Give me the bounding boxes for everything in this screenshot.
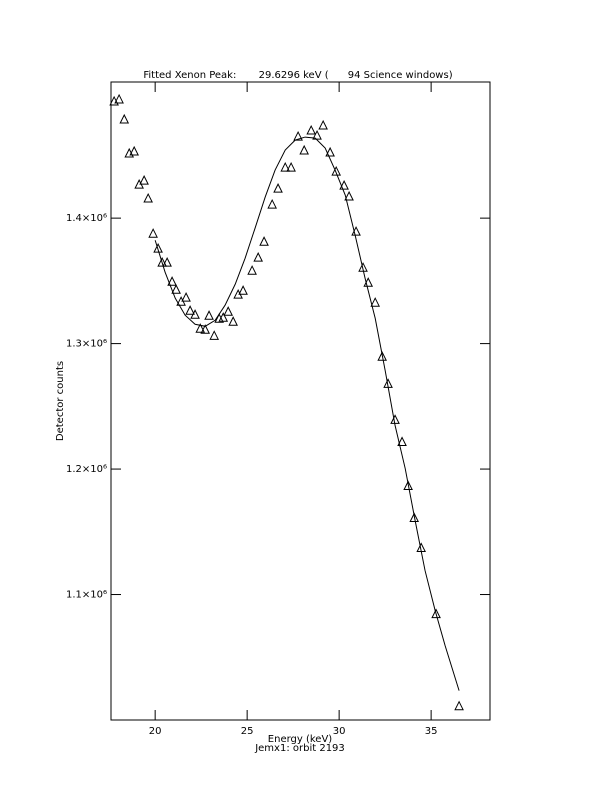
x-tick-label: 35 xyxy=(425,726,438,737)
data-point xyxy=(153,243,163,253)
data-point xyxy=(273,183,283,193)
data-point xyxy=(403,480,413,491)
data-point xyxy=(318,119,328,130)
data-point xyxy=(454,700,464,711)
data-point xyxy=(306,124,316,135)
plot-frame xyxy=(110,81,491,721)
data-point xyxy=(190,309,200,319)
y-tick-label: 1.3×10⁶ xyxy=(66,339,107,350)
data-point xyxy=(218,312,229,322)
data-point xyxy=(200,324,211,334)
data-point xyxy=(377,351,387,361)
x-tick-label: 30 xyxy=(333,726,346,737)
data-point xyxy=(259,236,269,246)
data-point xyxy=(119,113,130,124)
data-point xyxy=(253,252,263,262)
data-point xyxy=(344,190,354,201)
data-point xyxy=(171,284,181,294)
data-point xyxy=(129,145,139,156)
y-tick-label: 1.1×10⁶ xyxy=(66,590,107,601)
data-point xyxy=(181,292,191,302)
data-point xyxy=(185,305,195,315)
data-point xyxy=(204,310,214,320)
data-point xyxy=(114,93,124,104)
y-tick-label: 1.4×10⁶ xyxy=(66,213,107,224)
fit-line xyxy=(154,136,460,691)
data-point xyxy=(209,330,220,340)
data-point xyxy=(247,265,257,275)
data-point xyxy=(431,608,441,619)
chart-title: Fitted Xenon Peak: 29.6296 keV ( 94 Scie… xyxy=(143,70,452,81)
data-point xyxy=(397,436,407,446)
data-point xyxy=(409,512,420,522)
data-point xyxy=(267,198,277,209)
data-point xyxy=(162,257,172,267)
data-point xyxy=(238,285,248,295)
data-point xyxy=(148,228,158,238)
data-point xyxy=(325,146,335,157)
x-tick-label: 25 xyxy=(241,726,254,737)
data-point xyxy=(293,130,303,141)
subtitle: Jemx1: orbit 2193 xyxy=(254,743,345,754)
data-point xyxy=(195,323,206,333)
y-tick-label: 1.2×10⁶ xyxy=(66,464,107,475)
data-point xyxy=(167,276,177,286)
data-point xyxy=(223,306,234,316)
data-point xyxy=(280,161,291,172)
data-point xyxy=(331,165,342,176)
data-point xyxy=(139,175,149,185)
data-point xyxy=(299,144,309,155)
data-point xyxy=(157,257,167,267)
data-point xyxy=(143,192,153,203)
data-point xyxy=(312,129,322,140)
x-tick-label: 20 xyxy=(149,726,162,737)
x-axis-label: Energy (keV) xyxy=(268,734,333,745)
y-axis-label: Detector counts xyxy=(55,361,66,441)
data-point xyxy=(286,161,296,172)
data-point xyxy=(339,180,349,190)
data-point xyxy=(228,316,238,326)
data-point xyxy=(370,297,381,307)
